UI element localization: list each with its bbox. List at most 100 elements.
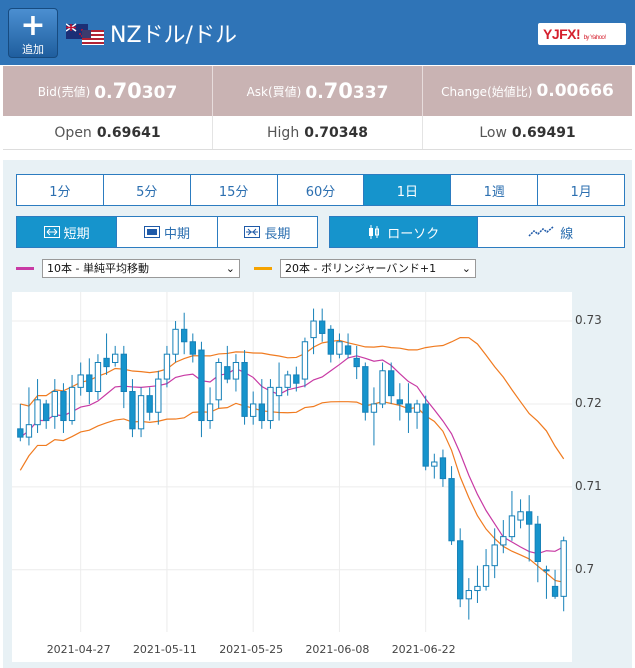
y-tick-label: 0.71 — [575, 478, 602, 493]
candle-down — [388, 370, 395, 397]
candle-down — [43, 403, 50, 422]
candle-down — [405, 403, 412, 413]
candle-up — [431, 461, 438, 467]
long-term-icon — [244, 226, 261, 238]
tab-mid-term[interactable]: 中期 — [117, 217, 218, 247]
bid-label: Bid(売値) — [37, 84, 91, 99]
header-bar: + 追加 NZドル/ドル YJFX! by Yahoo! — [0, 0, 635, 65]
ask-cell[interactable]: Ask(買値) 0.70337 — [213, 66, 423, 116]
high-cell: High 0.70348 — [213, 116, 423, 149]
ask-label: Ask(買値) — [246, 84, 302, 99]
candle-up — [250, 403, 257, 417]
candle-down — [293, 374, 300, 384]
candle-down — [534, 523, 541, 563]
y-tick-label: 0.7 — [575, 561, 595, 576]
candle-down — [86, 374, 93, 393]
add-button[interactable]: + 追加 — [8, 8, 58, 58]
bollinger-lower-line — [19, 400, 564, 583]
candlestick-icon — [369, 225, 380, 239]
candle-up — [336, 341, 343, 355]
price-chart[interactable] — [12, 292, 572, 662]
tab-1min[interactable]: 1分 — [17, 175, 104, 205]
chart-panel: 1分 5分 15分 60分 1日 1週 1月 短期 中期 長期 ローソク 線 — [3, 160, 632, 668]
candle-down — [353, 357, 360, 368]
high-value: 0.70348 — [304, 124, 368, 141]
candle-up — [517, 511, 524, 521]
chevron-down-icon: ⌄ — [225, 261, 235, 275]
candle-down — [439, 457, 447, 480]
candle-down — [258, 403, 265, 422]
high-label: High — [267, 124, 300, 141]
bollinger-upper-line — [20, 337, 565, 460]
candle-down — [224, 366, 231, 380]
candle-down — [448, 478, 455, 542]
tab-candlestick[interactable]: ローソク — [330, 217, 478, 247]
tab-long-term[interactable]: 長期 — [218, 217, 317, 247]
x-tick-label: 2021-06-22 — [391, 643, 456, 656]
candle-up — [232, 361, 240, 380]
line-label: 線 — [560, 226, 574, 242]
candle-up — [413, 403, 421, 413]
candle-down — [181, 328, 188, 343]
tab-1day[interactable]: 1日 — [364, 175, 452, 205]
tab-short-term[interactable]: 短期 — [17, 217, 118, 247]
open-label: Open — [54, 124, 92, 141]
x-tick-label: 2021-05-25 — [219, 643, 284, 656]
low-value: 0.69491 — [511, 124, 576, 141]
candle-up — [474, 585, 481, 592]
candle-up — [508, 515, 516, 538]
open-value: 0.69641 — [96, 124, 161, 141]
candle-up — [370, 403, 378, 413]
logo-text: YJFX! — [543, 26, 581, 42]
x-tick-label: 2021-06-08 — [305, 643, 370, 656]
candle-down — [396, 399, 403, 405]
quote-row: Bid(売値) 0.70307 Ask(買値) 0.70337 Change(始… — [3, 66, 632, 116]
timeframe-tabs: 1分 5分 15分 60分 1日 1週 1月 — [16, 174, 625, 206]
candle-down — [198, 349, 205, 422]
tab-15min[interactable]: 15分 — [191, 175, 278, 205]
chart-type-tabs: ローソク 線 — [329, 216, 625, 248]
candle-up — [465, 590, 472, 600]
term-tabs: 短期 中期 長期 — [16, 216, 318, 248]
candle-up — [301, 341, 309, 380]
candle-down — [146, 395, 153, 413]
candle-down — [457, 540, 464, 600]
low-cell: Low 0.69491 — [423, 116, 632, 149]
logo-sub: by Yahoo! — [583, 35, 606, 41]
candle-down — [526, 511, 533, 525]
candle-down — [129, 391, 136, 430]
short-term-label: 短期 — [63, 226, 90, 242]
tab-line[interactable]: 線 — [478, 217, 625, 247]
bid-cell[interactable]: Bid(売値) 0.70307 — [3, 66, 213, 116]
tab-1month[interactable]: 1月 — [570, 184, 592, 200]
candle-up — [379, 370, 386, 405]
open-cell: Open 0.69641 — [3, 116, 213, 149]
candle-up — [112, 353, 119, 363]
candle-up — [206, 403, 214, 422]
tab-60min[interactable]: 60分 — [278, 175, 365, 205]
candle-down — [103, 357, 110, 368]
candle-up — [543, 569, 550, 572]
bb-select[interactable]: 20本 - ボリンジャーバンド+1 ⌄ — [280, 258, 476, 278]
tab-1week[interactable]: 1週 — [451, 175, 539, 205]
candle-down — [362, 366, 369, 413]
change-cell: Change(始値比) 0.00666 — [423, 66, 632, 116]
candle-up — [275, 386, 283, 397]
candlestick-label: ローソク — [387, 226, 440, 242]
candle-up — [77, 374, 84, 388]
ma-select[interactable]: 10本 - 単純平均移動 ⌄ — [42, 258, 240, 278]
ma-select-value: 10本 - 単純平均移動 — [47, 262, 149, 275]
candle-up — [25, 424, 33, 438]
candle-up — [51, 391, 58, 417]
candle-down — [120, 353, 127, 393]
candle-down — [327, 328, 334, 355]
low-label: Low — [479, 124, 507, 141]
candle-up — [215, 361, 222, 401]
candle-up — [500, 536, 507, 546]
tab-5min[interactable]: 5分 — [104, 175, 191, 205]
change-value: 0.00666 — [536, 81, 614, 101]
candle-up — [284, 374, 291, 388]
pair-title: NZドル/ドル — [110, 23, 237, 48]
candle-up — [491, 544, 498, 567]
candle-down — [60, 391, 67, 422]
